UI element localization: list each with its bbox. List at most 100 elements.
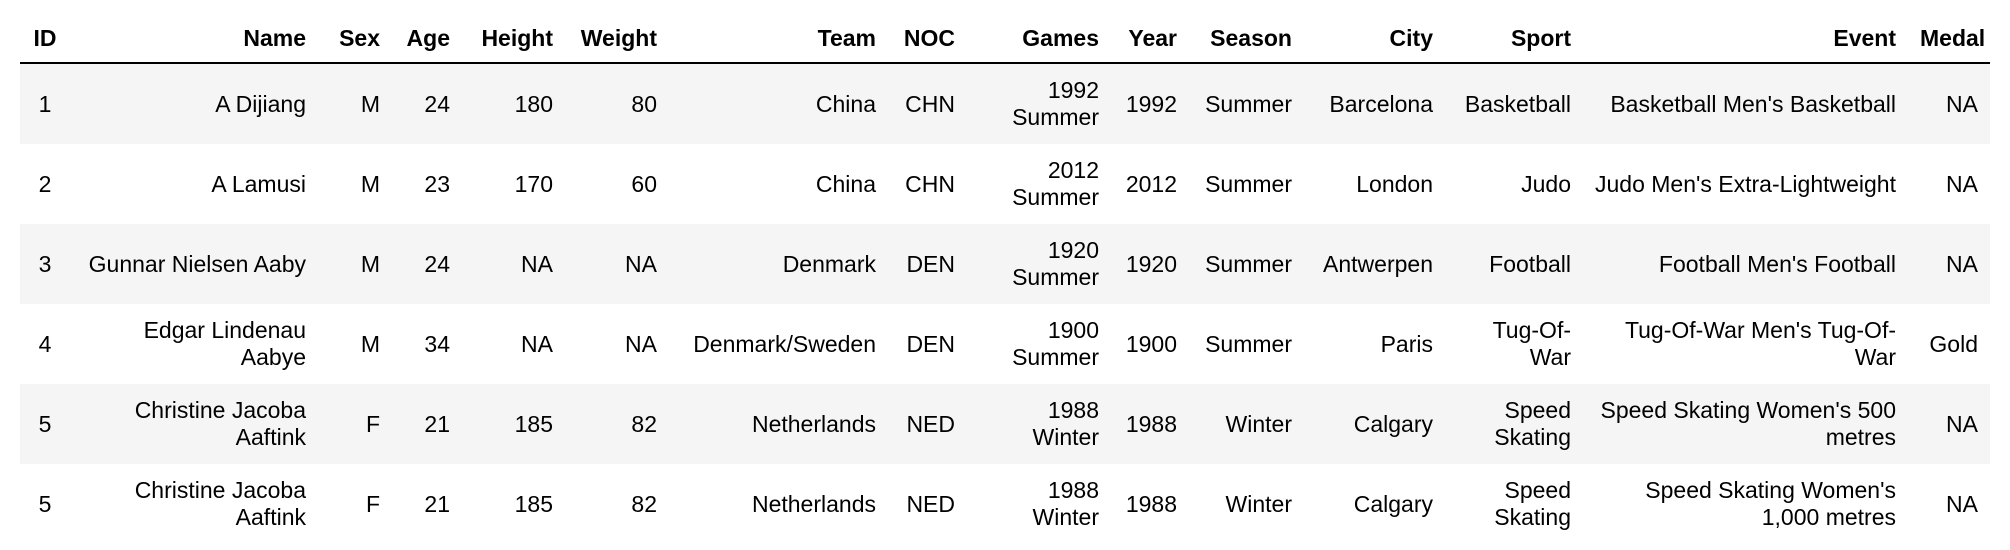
column-header-id: ID (20, 14, 70, 64)
cell-event: Tug-Of-War Men's Tug-Of-War (1583, 304, 1908, 384)
cell-age: 24 (392, 63, 462, 144)
cell-weight: 60 (565, 144, 669, 224)
cell-noc: CHN (888, 144, 967, 224)
cell-name: A Dijiang (70, 63, 318, 144)
cell-team: Netherlands (669, 464, 888, 544)
cell-city: Calgary (1304, 384, 1445, 464)
cell-season: Summer (1189, 304, 1304, 384)
cell-medal: NA (1908, 144, 1990, 224)
cell-city: Antwerpen (1304, 224, 1445, 304)
cell-name: A Lamusi (70, 144, 318, 224)
cell-noc: CHN (888, 63, 967, 144)
cell-sex: M (318, 63, 392, 144)
column-header-year: Year (1111, 14, 1189, 64)
cell-name: Edgar Lindenau Aabye (70, 304, 318, 384)
column-header-sex: Sex (318, 14, 392, 64)
cell-noc: NED (888, 464, 967, 544)
cell-age: 21 (392, 464, 462, 544)
cell-event: Speed Skating Women's 500 metres (1583, 384, 1908, 464)
cell-games: 1988 Winter (967, 384, 1111, 464)
cell-games: 1900 Summer (967, 304, 1111, 384)
column-header-games: Games (967, 14, 1111, 64)
cell-games: 1992 Summer (967, 63, 1111, 144)
cell-weight: NA (565, 304, 669, 384)
cell-noc: NED (888, 384, 967, 464)
table-row: 3 Gunnar Nielsen Aaby M 24 NA NA Denmark… (20, 224, 1990, 304)
cell-event: Speed Skating Women's 1,000 metres (1583, 464, 1908, 544)
cell-name: Christine Jacoba Aaftink (70, 384, 318, 464)
cell-sex: M (318, 224, 392, 304)
cell-season: Winter (1189, 384, 1304, 464)
cell-season: Summer (1189, 63, 1304, 144)
cell-year: 1988 (1111, 384, 1189, 464)
cell-age: 21 (392, 384, 462, 464)
column-header-medal: Medal (1908, 14, 1990, 64)
column-header-team: Team (669, 14, 888, 64)
cell-city: Paris (1304, 304, 1445, 384)
cell-year: 1988 (1111, 464, 1189, 544)
cell-id: 2 (20, 144, 70, 224)
cell-games: 2012 Summer (967, 144, 1111, 224)
cell-team: China (669, 144, 888, 224)
cell-height: NA (462, 304, 565, 384)
cell-year: 1900 (1111, 304, 1189, 384)
cell-year: 1920 (1111, 224, 1189, 304)
table-row: 5 Christine Jacoba Aaftink F 21 185 82 N… (20, 464, 1990, 544)
cell-season: Summer (1189, 144, 1304, 224)
cell-weight: NA (565, 224, 669, 304)
cell-sport: Judo (1445, 144, 1583, 224)
column-header-season: Season (1189, 14, 1304, 64)
cell-noc: DEN (888, 304, 967, 384)
cell-medal: NA (1908, 464, 1990, 544)
column-header-city: City (1304, 14, 1445, 64)
cell-event: Football Men's Football (1583, 224, 1908, 304)
cell-age: 24 (392, 224, 462, 304)
table-header-row: ID Name Sex Age Height Weight Team NOC G… (20, 14, 1990, 64)
cell-city: London (1304, 144, 1445, 224)
cell-weight: 82 (565, 464, 669, 544)
cell-sport: Tug-Of-War (1445, 304, 1583, 384)
cell-sport: Basketball (1445, 63, 1583, 144)
cell-event: Basketball Men's Basketball (1583, 63, 1908, 144)
cell-sport: Speed Skating (1445, 384, 1583, 464)
cell-team: Denmark (669, 224, 888, 304)
data-table-container: ID Name Sex Age Height Weight Team NOC G… (20, 14, 1990, 544)
cell-team: Netherlands (669, 384, 888, 464)
cell-medal: NA (1908, 63, 1990, 144)
cell-height: NA (462, 224, 565, 304)
column-header-age: Age (392, 14, 462, 64)
column-header-name: Name (70, 14, 318, 64)
cell-age: 23 (392, 144, 462, 224)
cell-sport: Football (1445, 224, 1583, 304)
cell-id: 5 (20, 384, 70, 464)
cell-city: Calgary (1304, 464, 1445, 544)
cell-season: Winter (1189, 464, 1304, 544)
cell-age: 34 (392, 304, 462, 384)
table-row: 1 A Dijiang M 24 180 80 China CHN 1992 S… (20, 63, 1990, 144)
cell-team: Denmark/Sweden (669, 304, 888, 384)
cell-id: 3 (20, 224, 70, 304)
cell-city: Barcelona (1304, 63, 1445, 144)
cell-sex: M (318, 304, 392, 384)
cell-season: Summer (1189, 224, 1304, 304)
cell-name: Christine Jacoba Aaftink (70, 464, 318, 544)
column-header-event: Event (1583, 14, 1908, 64)
column-header-height: Height (462, 14, 565, 64)
cell-id: 1 (20, 63, 70, 144)
cell-sex: F (318, 464, 392, 544)
cell-height: 180 (462, 63, 565, 144)
cell-id: 4 (20, 304, 70, 384)
table-row: 4 Edgar Lindenau Aabye M 34 NA NA Denmar… (20, 304, 1990, 384)
cell-height: 170 (462, 144, 565, 224)
cell-name: Gunnar Nielsen Aaby (70, 224, 318, 304)
cell-noc: DEN (888, 224, 967, 304)
cell-medal: Gold (1908, 304, 1990, 384)
cell-medal: NA (1908, 224, 1990, 304)
cell-event: Judo Men's Extra-Lightweight (1583, 144, 1908, 224)
cell-sport: Speed Skating (1445, 464, 1583, 544)
table-row: 2 A Lamusi M 23 170 60 China CHN 2012 Su… (20, 144, 1990, 224)
cell-year: 1992 (1111, 63, 1189, 144)
cell-weight: 80 (565, 63, 669, 144)
cell-sex: M (318, 144, 392, 224)
cell-games: 1920 Summer (967, 224, 1111, 304)
